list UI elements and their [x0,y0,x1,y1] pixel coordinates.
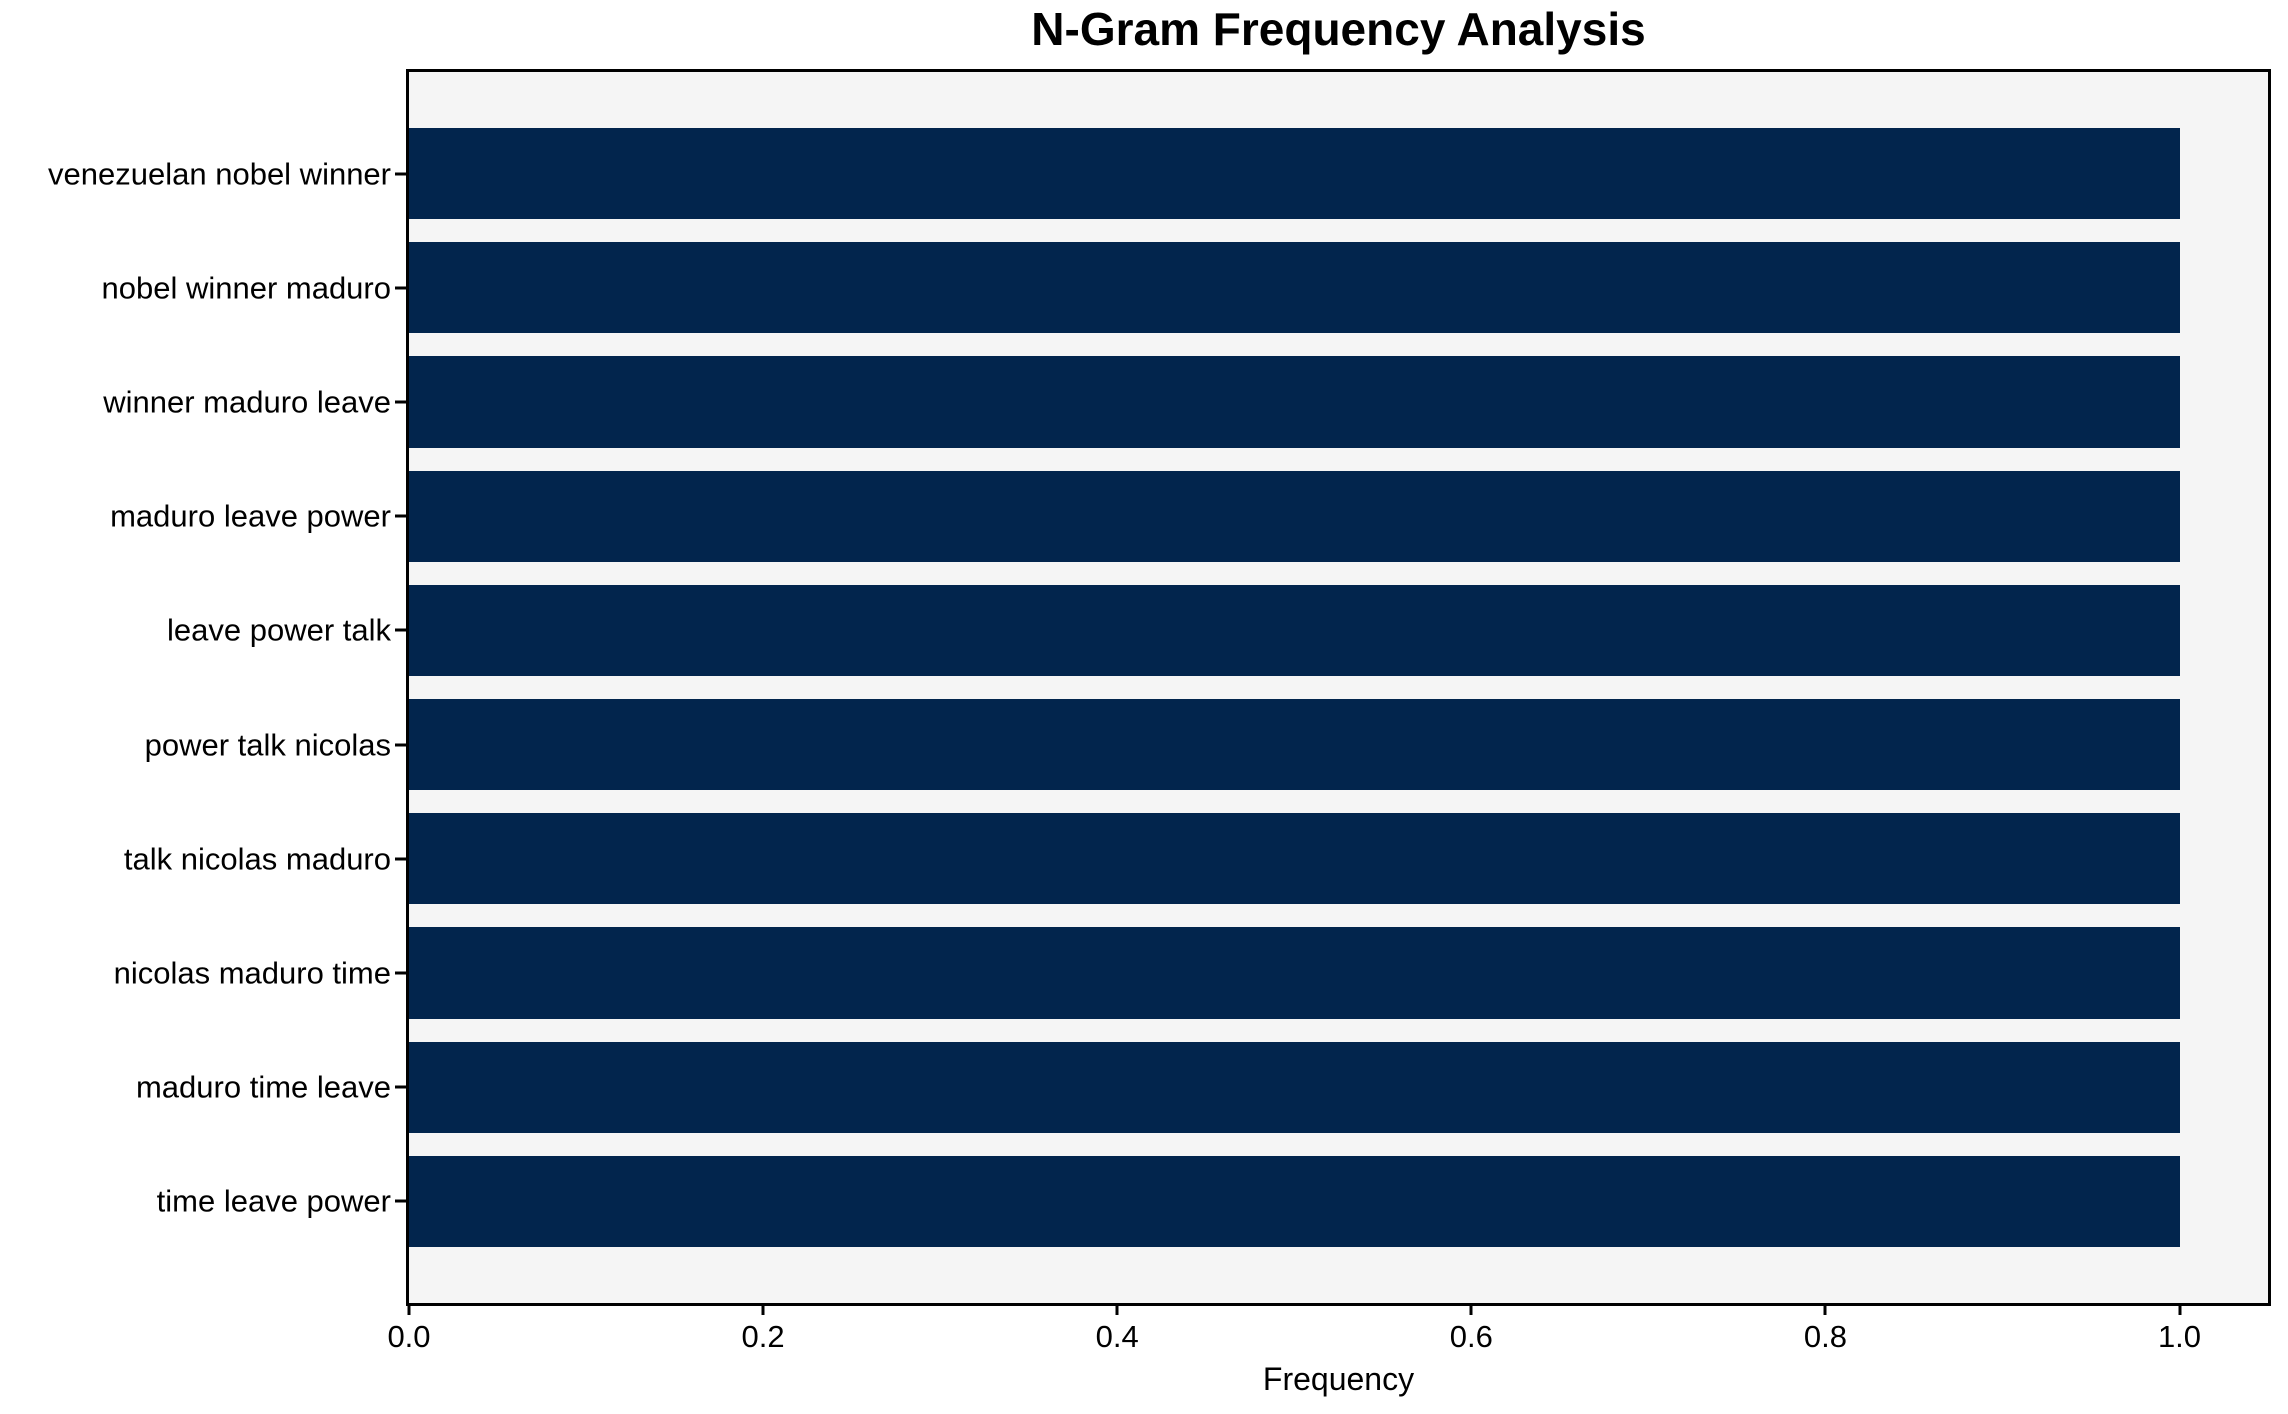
y-tick-mark [395,286,407,290]
y-tick-label: maduro time leave [135,1069,391,1105]
y-tick-mark [395,1199,407,1203]
y-tick-mark [395,172,407,176]
x-tick-mark [1469,1303,1473,1315]
bar [409,356,2180,448]
bar [409,927,2180,1019]
y-tick-label: winner maduro leave [103,384,391,420]
bar [409,813,2180,905]
x-tick-mark [2178,1303,2181,1315]
bar [409,470,2180,562]
y-tick-mark [395,628,407,632]
x-tick-label: 0.2 [741,1319,785,1354]
bar [409,584,2180,677]
x-tick-mark [761,1303,765,1315]
y-tick-mark [395,971,407,975]
bar [409,128,2180,220]
y-tick-label: venezuelan nobel winner [48,156,391,192]
y-tick-mark [395,514,407,518]
y-tick-label: nobel winner maduro [101,270,391,306]
y-tick-label: nicolas maduro time [113,955,391,991]
x-axis-label: Frequency [1262,1361,1415,1397]
x-tick-label: 0.8 [1803,1319,1847,1354]
y-tick-label: talk nicolas maduro [123,841,391,877]
bar [409,1041,2180,1133]
x-tick-mark [1823,1303,1827,1315]
bar [409,698,2180,791]
y-tick-mark [395,400,407,404]
x-tick-label: 0.4 [1095,1319,1139,1354]
y-tick-label: maduro leave power [110,498,391,534]
chart-title: N-Gram Frequency Analysis [1031,3,1646,55]
y-tick-label: time leave power [156,1183,391,1219]
bar [409,242,2180,334]
x-tick-label: 1.0 [2157,1319,2202,1354]
x-tick-mark [1115,1303,1119,1315]
x-tick-label: 0.0 [387,1319,431,1354]
bar [409,1155,2180,1248]
x-tick-mark [407,1303,411,1315]
y-tick-mark [395,857,407,861]
y-tick-label: leave power talk [166,612,391,648]
y-tick-label: power talk nicolas [144,727,391,763]
y-tick-mark [395,1085,407,1089]
y-tick-mark [395,743,407,747]
plot-area [409,72,2268,1303]
x-tick-label: 0.6 [1449,1319,1493,1354]
